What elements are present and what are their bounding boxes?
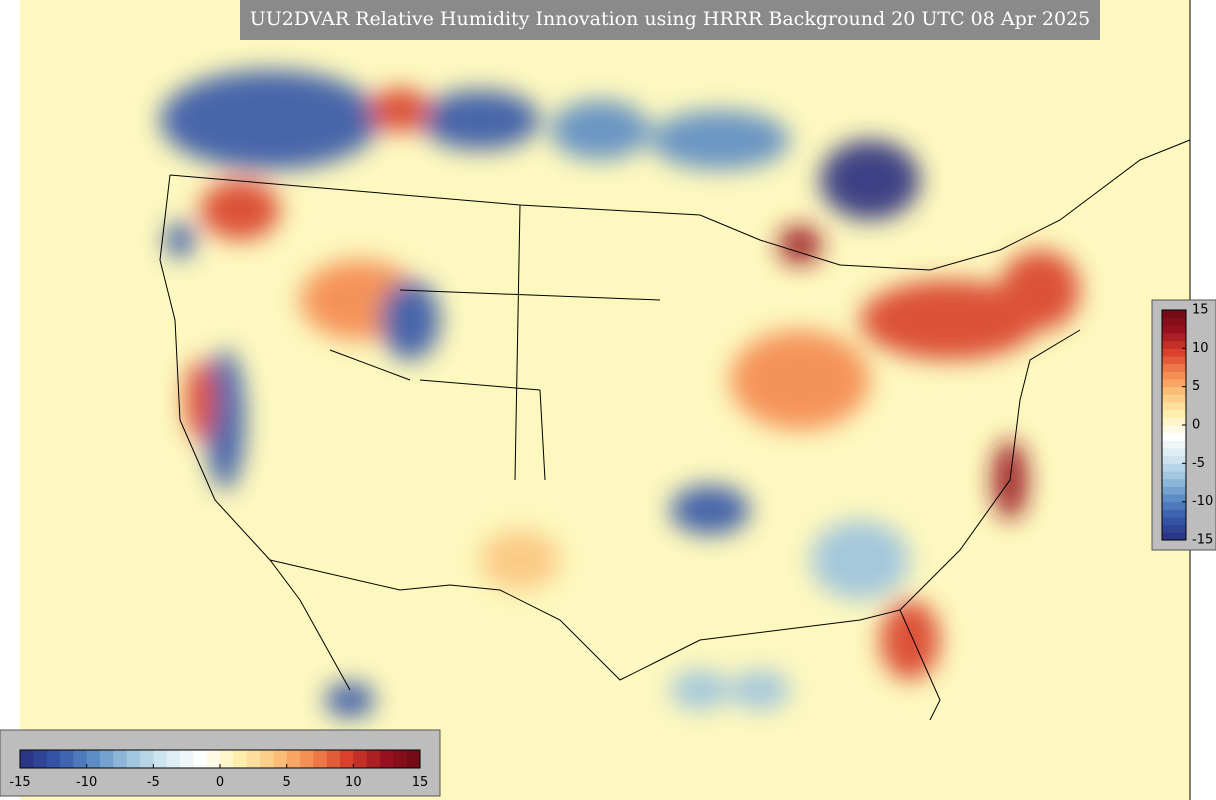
colorbar-segment <box>46 750 61 768</box>
tick-label: -15 <box>9 775 30 790</box>
tick-label: 15 <box>412 775 429 790</box>
tick-label: 10 <box>345 775 362 790</box>
colorbar-segment <box>1162 340 1186 349</box>
colorbar-segment <box>1162 394 1186 403</box>
colorbar-segment <box>1162 386 1186 395</box>
colorbar-segment <box>1162 310 1186 319</box>
tick-label: 0 <box>1192 418 1200 433</box>
colorbar-segment <box>1162 363 1186 372</box>
tick-label: -5 <box>1192 456 1205 471</box>
colorbar-segment <box>33 750 48 768</box>
colorbar-segment <box>273 750 288 768</box>
colorbar-segment <box>153 750 168 768</box>
tick-label: 15 <box>1192 303 1209 318</box>
tick-label: 10 <box>1192 341 1209 356</box>
colorbar-segment <box>1162 402 1186 411</box>
colorbar-segment <box>1162 425 1186 434</box>
colorbar-segment <box>1162 486 1186 495</box>
boundaries <box>159 139 1191 721</box>
title-box <box>240 0 1100 40</box>
colorbar-segment <box>180 750 194 768</box>
colorbar-segment <box>166 750 181 768</box>
colorbar-segment <box>1162 325 1186 334</box>
tick-label: -10 <box>76 775 97 790</box>
colorbar-segment <box>340 750 354 768</box>
colorbar-segment <box>260 750 274 768</box>
colorbar-segment <box>313 750 328 768</box>
colorbar-segment <box>1162 494 1186 503</box>
tick-label: -5 <box>147 775 160 790</box>
colorbar-segment <box>1162 409 1186 418</box>
colorbar-segment <box>380 750 394 768</box>
colorbar-segment <box>73 750 88 768</box>
colorbar-segment <box>406 750 421 768</box>
colorbar-segment <box>206 750 221 768</box>
colorbar-segment <box>1162 371 1186 380</box>
colorbar-segment <box>246 750 261 768</box>
colorbar-segment <box>1162 417 1186 426</box>
innovation-field <box>160 70 1080 718</box>
colorbar-segment <box>1162 463 1186 472</box>
colorbar-segment <box>1162 455 1186 464</box>
colorbar-segment <box>1162 348 1186 357</box>
v-colorbar: -15 -10 -5 0 5 10 15 <box>1161 303 1213 548</box>
tick-label: 0 <box>216 775 224 790</box>
colorbar-segment <box>1162 317 1186 326</box>
colorbar-segment <box>1162 509 1186 518</box>
colorbar-segment <box>1162 432 1186 441</box>
h-colorbar: -15 -10 -5 0 5 10 15 <box>9 749 429 790</box>
title: UU2DVAR Relative Humidity Innovation usi… <box>250 8 1091 30</box>
colorbar-segment <box>1162 356 1186 365</box>
colorbar-segment <box>113 750 128 768</box>
colorbar-segment <box>326 750 341 768</box>
tick-label: -10 <box>1192 494 1213 509</box>
colorbar-segment <box>300 750 314 768</box>
tick-label: -15 <box>1192 533 1213 548</box>
colorbar-segment <box>20 750 34 768</box>
colorbar-segment <box>1162 524 1186 533</box>
colorbar-segment <box>233 750 248 768</box>
tick-label: 5 <box>283 775 291 790</box>
colorbar-segment <box>220 750 234 768</box>
colorbar-segment <box>1162 440 1186 449</box>
colorbar-segment <box>393 750 408 768</box>
colorbar-segment <box>140 750 154 768</box>
colorbar-segment <box>353 750 368 768</box>
colorbar-segment <box>1162 471 1186 480</box>
colorbar-segment <box>1162 333 1186 342</box>
colorbar-segment <box>86 750 101 768</box>
colorbar-segment <box>126 750 141 768</box>
colorbar-segment <box>1162 532 1186 541</box>
colorbar-segment <box>286 750 301 768</box>
colorbar-segment <box>1162 478 1186 487</box>
tick-label: 5 <box>1192 379 1200 394</box>
colorbar-segment <box>100 750 114 768</box>
colorbar-segment <box>60 750 74 768</box>
colorbar-segment <box>193 750 208 768</box>
colorbar-segment <box>1162 517 1186 526</box>
colorbar-segment <box>1162 501 1186 510</box>
colorbar-segment <box>366 750 381 768</box>
colorbar-segment <box>1162 448 1186 457</box>
colorbar-segment <box>1162 379 1186 388</box>
